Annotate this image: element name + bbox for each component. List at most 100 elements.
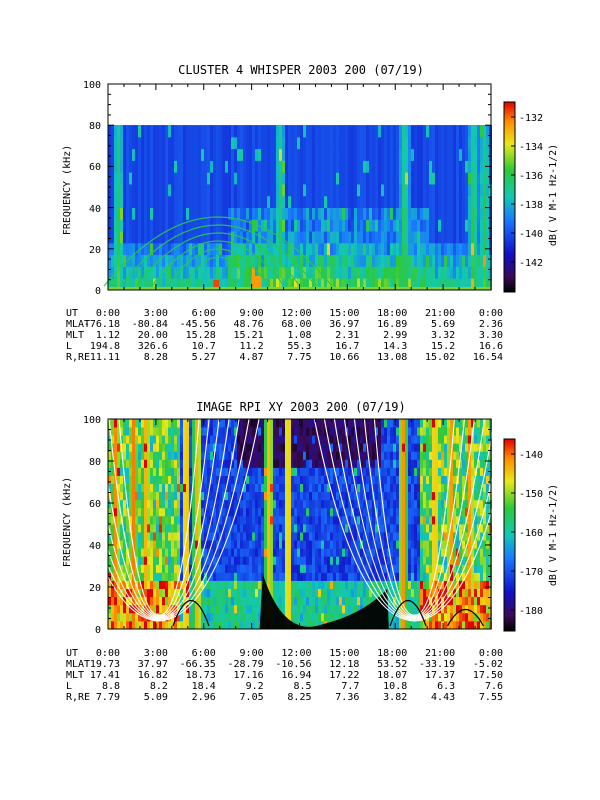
spectrogram-cell <box>141 499 144 509</box>
spectrogram-cell <box>339 443 342 452</box>
spectrogram-cell <box>189 507 192 517</box>
spectrogram-cell <box>285 136 288 150</box>
spectrogram-cell <box>150 242 153 256</box>
spectrogram-cell <box>120 540 123 549</box>
spectrogram-cell <box>450 242 453 256</box>
spectrogram-cell <box>396 160 399 173</box>
spectrogram-cell <box>159 580 162 590</box>
spectrogram-cell <box>159 564 162 573</box>
spectrogram-cell <box>405 499 408 509</box>
spectrogram-cell <box>237 532 240 541</box>
spectrogram-cell <box>390 515 393 525</box>
spectrogram-cell <box>288 572 291 581</box>
spectrogram-cell <box>219 184 222 197</box>
spectrogram-cell <box>183 540 186 549</box>
spectrogram-cell <box>141 532 144 541</box>
spectrogram-cell <box>330 604 333 614</box>
spectrogram-cell <box>321 580 324 590</box>
spectrogram-cell <box>381 231 384 244</box>
spectrogram-cell <box>246 254 249 267</box>
spectrogram-cell <box>441 580 444 590</box>
spectrogram-cell <box>345 572 348 581</box>
spectrogram-cell <box>372 125 375 138</box>
spectrogram-cell <box>213 580 216 590</box>
spectrogram-cell <box>306 556 309 565</box>
spectrogram-cell <box>303 160 306 173</box>
spectrogram-cell <box>447 254 450 267</box>
spectrogram-cell <box>282 125 285 138</box>
spectrogram-cell <box>279 427 282 436</box>
spectrogram-cell <box>291 588 294 598</box>
spectrogram-cell <box>132 451 135 460</box>
spectrogram-cell <box>234 580 237 590</box>
spectrogram-cell <box>225 172 228 185</box>
spectrogram-cell <box>444 588 447 598</box>
spectrogram-cell <box>483 219 486 232</box>
spectrogram-cell <box>387 475 390 485</box>
spectrogram-cell <box>456 160 459 173</box>
spectrogram-cell <box>417 278 420 291</box>
spectrogram-cell <box>312 580 315 590</box>
spectrogram-cell <box>363 207 366 220</box>
spectrogram-cell <box>198 125 201 138</box>
spectrogram-cell <box>132 443 135 452</box>
spectrogram-cell <box>294 572 297 581</box>
spectrogram-cell <box>312 491 315 501</box>
spectrogram-cell <box>324 435 327 444</box>
spectrogram-cell <box>210 266 213 279</box>
spectrogram-cell <box>444 184 447 197</box>
spectrogram-cell <box>444 451 447 460</box>
spectrogram-cell <box>381 172 384 185</box>
spectrogram-cell <box>252 612 255 622</box>
spectrogram-cell <box>225 231 228 244</box>
spectrogram-cell <box>234 588 237 598</box>
spectrogram-cell <box>336 160 339 173</box>
spectrogram-cell <box>255 160 258 173</box>
spectrogram-cell <box>474 195 477 208</box>
spectrogram-cell <box>216 499 219 509</box>
spectrogram-cell <box>291 427 294 436</box>
spectrogram-cell <box>396 219 399 232</box>
spectrogram-cell <box>261 451 264 460</box>
spectrogram-cell <box>315 184 318 197</box>
spectrogram-cell <box>336 419 339 428</box>
spectrogram-cell <box>294 160 297 173</box>
spectrogram-cell <box>171 219 174 232</box>
spectrogram-cell <box>432 195 435 208</box>
spectrogram-cell <box>342 499 345 509</box>
spectrogram-cell <box>114 219 117 232</box>
spectrogram-cell <box>420 427 423 436</box>
spectrogram-cell <box>174 507 177 517</box>
spectrogram-cell <box>306 459 309 468</box>
spectrogram-cell <box>327 184 330 197</box>
spectrogram-cell <box>180 231 183 244</box>
spectrogram-cell <box>264 572 267 581</box>
spectrogram-cell <box>279 148 282 161</box>
spectrogram-cell <box>384 467 387 476</box>
spectrogram-cell <box>276 451 279 460</box>
spectrogram-cell <box>264 184 267 197</box>
spectrogram-cell <box>192 136 195 150</box>
spectrogram-cell <box>189 195 192 208</box>
spectrogram-cell <box>432 459 435 468</box>
spectrogram-cell <box>135 483 138 493</box>
spectrogram-cell <box>381 475 384 485</box>
spectrogram-cell <box>399 435 402 444</box>
spectrogram-cell <box>207 266 210 279</box>
spectrogram-cell <box>261 491 264 501</box>
spectrogram-cell <box>447 219 450 232</box>
spectrogram-cell <box>420 125 423 138</box>
spectrogram-cell <box>321 604 324 614</box>
spectrogram-cell <box>357 242 360 256</box>
spectrogram-cell <box>315 148 318 161</box>
spectrogram-cell <box>204 475 207 485</box>
spectrogram-cell <box>135 540 138 549</box>
spectrogram-cell <box>375 588 378 598</box>
spectrogram-cell <box>327 427 330 436</box>
spectrogram-cell <box>354 207 357 220</box>
spectrogram-cell <box>303 231 306 244</box>
spectrogram-cell <box>162 588 165 598</box>
spectrogram-cell <box>138 540 141 549</box>
spectrogram-cell <box>129 556 132 565</box>
spectrogram-cell <box>231 620 234 630</box>
